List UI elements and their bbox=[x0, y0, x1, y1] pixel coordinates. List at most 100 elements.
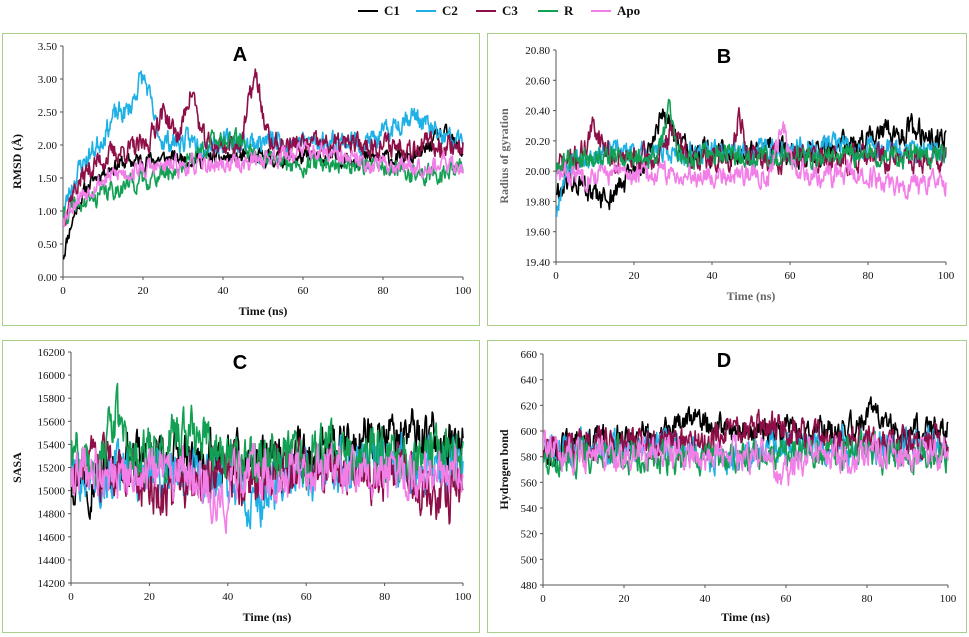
chart-a-svg: 0.00 0.50 1.00 1.50 2.00 2.50 3.00 3.50 0 20 40 60 8… bbox=[10, 41, 472, 318]
chart-c-ytick-label: 14400 bbox=[38, 555, 66, 567]
chart-d-ytick-label: 620 bbox=[521, 400, 538, 412]
chart-d-series-apo bbox=[543, 429, 949, 487]
chart-c-xtick-label: 40 bbox=[222, 591, 234, 603]
panel-b-radius-of-gyration: 19.40 19.60 19.80 20.00 20.20 20.40 20.60 20.80… bbox=[487, 33, 967, 326]
chart-a-xtick-label: 40 bbox=[218, 285, 230, 297]
chart-d-ylabel: Hydrogen bond bbox=[497, 429, 511, 509]
chart-d-xtick-label: 0 bbox=[540, 593, 546, 605]
chart-a-xtick-label: 60 bbox=[298, 285, 310, 297]
chart-c-ytick-label: 14200 bbox=[38, 578, 66, 590]
legend-label-apo: Apo bbox=[617, 3, 640, 18]
chart-c-svg: 14200 14400 14600 14800 15000 15200 15400 15600… bbox=[10, 347, 472, 624]
chart-c-ytick-label: 15200 bbox=[38, 463, 66, 475]
legend-label-c1: C1 bbox=[384, 3, 400, 18]
chart-b-title: B bbox=[717, 46, 731, 68]
chart-b-ytick-label: 20.80 bbox=[525, 45, 550, 57]
chart-d-ytick-label: 540 bbox=[521, 503, 538, 515]
chart-d-xtick-label: 60 bbox=[781, 593, 793, 605]
chart-b-xlabel: Time (ns) bbox=[727, 289, 776, 303]
chart-d-ytick-label: 660 bbox=[521, 349, 538, 361]
chart-d-ytick-label: 560 bbox=[521, 477, 538, 489]
chart-b-xtick-label: 80 bbox=[863, 270, 875, 282]
chart-d-ytick-label: 640 bbox=[521, 375, 538, 387]
legend-label-c2: C2 bbox=[442, 3, 458, 18]
chart-d-svg: 480 500 520 540 560 580 600 620 640 660 0 20 40 60 80 1… bbox=[497, 349, 957, 624]
chart-d-ytick-label: 500 bbox=[521, 554, 538, 566]
chart-c-ytick-label: 15800 bbox=[38, 393, 66, 405]
chart-a-series-c1 bbox=[63, 123, 464, 260]
chart-b-series-r bbox=[556, 98, 947, 175]
chart-d-xtick-label: 40 bbox=[700, 593, 712, 605]
chart-a-xtick-label: 20 bbox=[138, 285, 150, 297]
chart-d-ytick-label: 480 bbox=[521, 580, 538, 592]
chart-a-xtick-label: 100 bbox=[455, 285, 472, 297]
chart-a-ytick-label: 1.00 bbox=[38, 206, 58, 218]
chart-b-xtick-label: 100 bbox=[938, 270, 955, 282]
chart-c-series-r bbox=[71, 382, 464, 491]
chart-d-xlabel: Time (ns) bbox=[721, 610, 770, 624]
chart-a-ytick-label: 1.50 bbox=[38, 173, 58, 185]
chart-c-ytick-label: 16200 bbox=[38, 347, 66, 359]
chart-c-xtick-label: 20 bbox=[144, 591, 156, 603]
chart-a-ytick-label: 2.50 bbox=[38, 107, 58, 119]
legend-item-c1: C1 bbox=[358, 3, 400, 18]
chart-d-xtick-label: 100 bbox=[940, 593, 957, 605]
chart-d-title: D bbox=[717, 350, 731, 372]
chart-c-ytick-label: 15000 bbox=[38, 486, 66, 498]
chart-d-ytick-label: 520 bbox=[521, 529, 538, 541]
chart-c-ytick-label: 15400 bbox=[38, 439, 66, 451]
legend-label-c3: C3 bbox=[502, 3, 518, 18]
chart-c-ylabel: SASA bbox=[10, 452, 24, 483]
chart-c-xtick-label: 0 bbox=[68, 591, 74, 603]
chart-a-series-apo bbox=[63, 140, 464, 228]
chart-a-xlabel: Time (ns) bbox=[239, 304, 288, 318]
chart-b-ytick-label: 19.40 bbox=[525, 257, 550, 269]
chart-b-series-apo bbox=[556, 121, 947, 200]
legend-item-c3: C3 bbox=[476, 3, 518, 18]
chart-c-xtick-label: 60 bbox=[301, 591, 313, 603]
chart-a-ytick-label: 3.00 bbox=[38, 74, 58, 86]
legend-item-apo: Apo bbox=[591, 3, 640, 18]
chart-a-ytick-label: 0.00 bbox=[38, 272, 58, 284]
chart-a-ytick-label: 2.00 bbox=[38, 140, 58, 152]
chart-a-title: A bbox=[233, 44, 247, 66]
chart-a-series-c3 bbox=[63, 68, 464, 226]
legend-item-c2: C2 bbox=[416, 3, 458, 18]
chart-c-ytick-label: 14600 bbox=[38, 532, 66, 544]
panel-c-sasa: 14200 14400 14600 14800 15000 15200 15400 15600… bbox=[2, 340, 480, 633]
legend: C1 C2 C3 R Apo bbox=[358, 3, 640, 18]
chart-a-series-c2 bbox=[63, 70, 464, 221]
chart-a-ytick-label: 0.50 bbox=[38, 239, 58, 251]
chart-b-series-c1 bbox=[556, 108, 947, 211]
chart-b-xtick-label: 20 bbox=[629, 270, 641, 282]
chart-b-xtick-label: 60 bbox=[785, 270, 797, 282]
chart-c-ytick-label: 15600 bbox=[38, 416, 66, 428]
chart-c-ytick-label: 14800 bbox=[38, 509, 66, 521]
chart-c-xtick-label: 100 bbox=[455, 591, 472, 603]
chart-a-xtick-label: 0 bbox=[60, 285, 66, 297]
chart-c-xtick-label: 80 bbox=[379, 591, 391, 603]
chart-a-ytick-label: 3.50 bbox=[38, 41, 58, 53]
chart-b-ylabel: Radius of gyration bbox=[497, 108, 511, 204]
chart-b-ytick-label: 20.40 bbox=[525, 106, 550, 118]
legend-label-r: R bbox=[564, 3, 574, 18]
chart-a-xtick-label: 80 bbox=[378, 285, 390, 297]
chart-d-ytick-label: 600 bbox=[521, 426, 538, 438]
chart-c-title: C bbox=[233, 352, 247, 374]
chart-d-xtick-label: 80 bbox=[862, 593, 874, 605]
chart-b-xtick-label: 0 bbox=[553, 270, 559, 282]
chart-b-ytick-label: 20.00 bbox=[525, 166, 550, 178]
chart-a-ylabel: RMSD (Å) bbox=[10, 134, 24, 189]
chart-b-xtick-label: 40 bbox=[707, 270, 719, 282]
chart-b-ytick-label: 20.20 bbox=[525, 136, 550, 148]
chart-b-ytick-label: 20.60 bbox=[525, 75, 550, 87]
legend-item-r: R bbox=[538, 3, 574, 18]
chart-b-ytick-label: 19.60 bbox=[525, 227, 550, 239]
panel-a-rmsd: 0.00 0.50 1.00 1.50 2.00 2.50 3.00 3.50 0 20 40 60 8… bbox=[2, 33, 480, 326]
chart-c-series-apo bbox=[71, 442, 464, 535]
panel-d-hydrogen-bond: 480 500 520 540 560 580 600 620 640 660 0 20 40 60 80 1… bbox=[487, 340, 967, 633]
chart-c-xlabel: Time (ns) bbox=[243, 610, 292, 624]
chart-d-ytick-label: 580 bbox=[521, 452, 538, 464]
chart-c-ytick-label: 16000 bbox=[38, 370, 66, 382]
chart-b-ytick-label: 19.80 bbox=[525, 196, 550, 208]
